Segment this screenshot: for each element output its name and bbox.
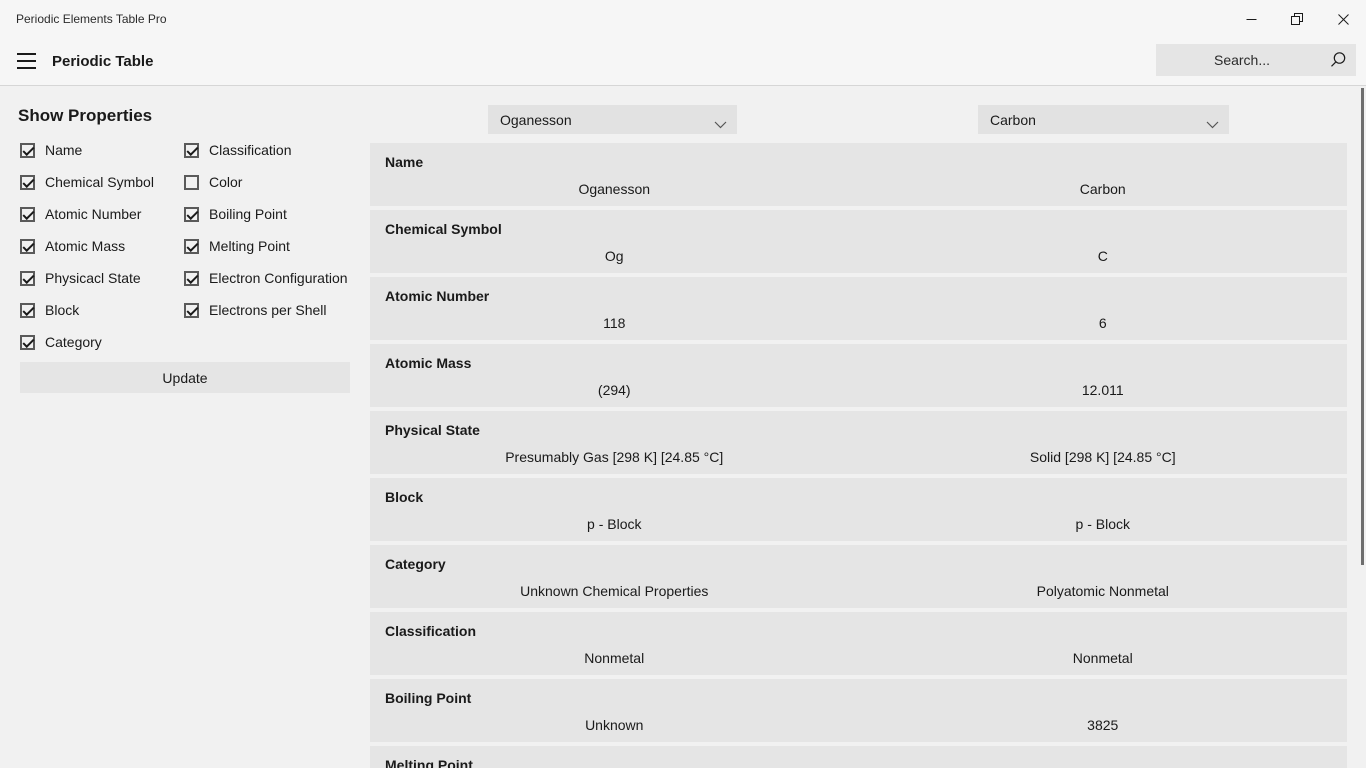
checkbox-box <box>184 206 199 222</box>
left-value: Presumably Gas [298 K] [24.85 °C] <box>505 449 724 465</box>
selected-element-right: Carbon <box>990 111 1036 128</box>
left-value: 118 <box>603 315 626 331</box>
element-selector-left[interactable]: Oganesson <box>488 105 737 134</box>
left-value: p - Block <box>587 516 642 532</box>
checkbox-box <box>20 270 35 286</box>
checkbox-boiling-point[interactable]: Boiling Point <box>184 198 348 230</box>
hamburger-menu-button[interactable] <box>17 53 36 69</box>
right-value: 6 <box>1098 315 1107 331</box>
left-value: Unknown <box>585 717 644 733</box>
search-input[interactable] <box>1156 44 1356 76</box>
update-button[interactable]: Update <box>20 362 350 393</box>
close-icon <box>1337 13 1349 25</box>
checkbox-box <box>184 238 199 254</box>
row-chemical-symbol: Chemical Symbol Og C <box>370 210 1347 273</box>
nav-bar: Periodic Table <box>0 40 1366 86</box>
right-value: 3825 <box>1087 717 1119 733</box>
checkbox-physical-state[interactable]: Physicacl State <box>20 262 154 294</box>
chevron-down-icon <box>1206 116 1219 132</box>
row-atomic-number: Atomic Number 118 6 <box>370 277 1347 340</box>
checkbox-color[interactable]: Color <box>184 166 348 198</box>
vertical-scrollbar-thumb[interactable] <box>1361 88 1364 565</box>
page-title: Periodic Table <box>52 53 154 70</box>
right-value: C <box>1097 248 1108 264</box>
checkbox-atomic-number[interactable]: Atomic Number <box>20 198 154 230</box>
minimize-icon <box>1246 14 1257 25</box>
checkbox-classification[interactable]: Classification <box>184 134 348 166</box>
checkbox-box <box>20 174 35 190</box>
restore-button[interactable] <box>1274 0 1320 38</box>
checkbox-box <box>20 302 35 318</box>
comparison-list: Name Oganesson Carbon Chemical Symbol Og… <box>370 143 1347 768</box>
checkbox-electron-configuration[interactable]: Electron Configuration <box>184 262 348 294</box>
checkbox-box <box>184 142 199 158</box>
row-melting-point: Melting Point <box>370 746 1347 768</box>
row-classification: Classification Nonmetal Nonmetal <box>370 612 1347 675</box>
properties-column-2: Classification Color Boiling Point Melti… <box>184 134 348 326</box>
show-properties-heading: Show Properties <box>18 106 153 125</box>
checkbox-box <box>184 270 199 286</box>
checkbox-box <box>184 302 199 318</box>
checkbox-box <box>184 174 199 190</box>
checkbox-box <box>20 334 35 350</box>
checkbox-chemical-symbol[interactable]: Chemical Symbol <box>20 166 154 198</box>
checkbox-electrons-per-shell[interactable]: Electrons per Shell <box>184 294 348 326</box>
chevron-down-icon <box>714 116 727 132</box>
row-atomic-mass: Atomic Mass (294) 12.011 <box>370 344 1347 407</box>
minimize-button[interactable] <box>1228 0 1274 38</box>
row-boiling-point: Boiling Point Unknown 3825 <box>370 679 1347 742</box>
properties-column-1: Name Chemical Symbol Atomic Number Atomi… <box>20 134 154 358</box>
left-value: Unknown Chemical Properties <box>520 583 709 599</box>
close-button[interactable] <box>1320 0 1366 38</box>
title-bar: Periodic Elements Table Pro <box>0 0 1366 40</box>
restore-icon <box>1291 13 1303 25</box>
row-block: Block p - Block p - Block <box>370 478 1347 541</box>
checkbox-atomic-mass[interactable]: Atomic Mass <box>20 230 154 262</box>
selected-element-left: Oganesson <box>500 111 572 128</box>
right-value: Carbon <box>1079 181 1126 197</box>
window-controls <box>1228 0 1366 38</box>
left-value: Og <box>604 248 624 264</box>
right-value: p - Block <box>1075 516 1130 532</box>
checkbox-box <box>20 206 35 222</box>
search-box <box>1156 44 1356 76</box>
checkbox-melting-point[interactable]: Melting Point <box>184 230 348 262</box>
right-value: Polyatomic Nonmetal <box>1036 583 1169 599</box>
hamburger-icon <box>17 53 36 55</box>
checkbox-box <box>20 142 35 158</box>
element-selector-right[interactable]: Carbon <box>978 105 1229 134</box>
row-physical-state: Physical State Presumably Gas [298 K] [2… <box>370 411 1347 474</box>
left-value: (294) <box>597 382 631 398</box>
row-category: Category Unknown Chemical Properties Pol… <box>370 545 1347 608</box>
right-value: Nonmetal <box>1072 650 1133 666</box>
search-icon[interactable] <box>1330 51 1347 73</box>
row-name: Name Oganesson Carbon <box>370 143 1347 206</box>
checkbox-category[interactable]: Category <box>20 326 154 358</box>
left-value: Nonmetal <box>584 650 645 666</box>
checkbox-block[interactable]: Block <box>20 294 154 326</box>
right-value: 12.011 <box>1081 382 1124 398</box>
left-value: Oganesson <box>578 181 651 197</box>
window-title: Periodic Elements Table Pro <box>16 12 167 26</box>
checkbox-box <box>20 238 35 254</box>
checkbox-name[interactable]: Name <box>20 134 154 166</box>
right-value: Solid [298 K] [24.85 °C] <box>1029 449 1176 465</box>
